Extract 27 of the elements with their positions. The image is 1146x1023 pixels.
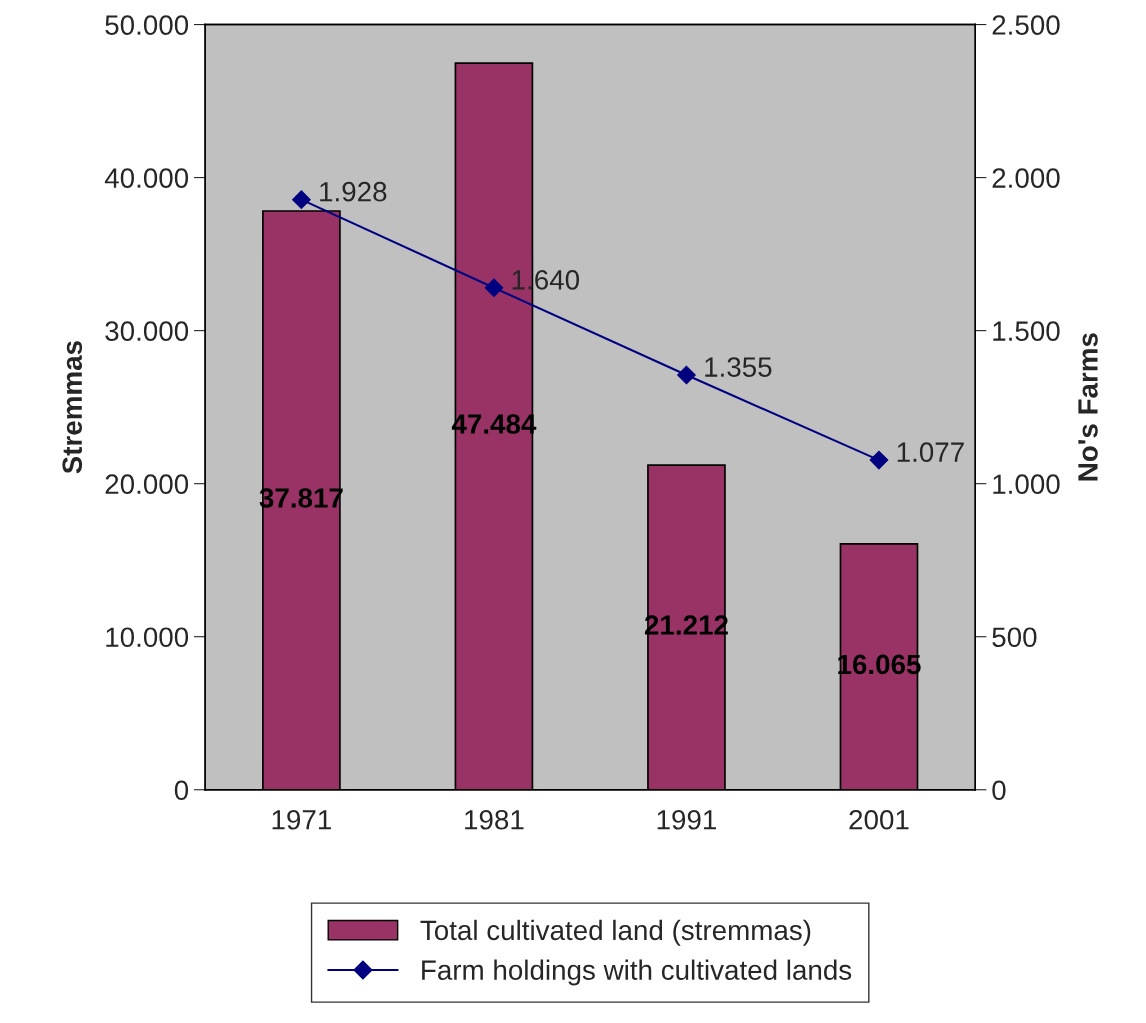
y2-tick-label: 2.500: [992, 15, 1060, 35]
data-label: 1.355: [705, 357, 772, 377]
y-tick-label: 20.000: [105, 474, 189, 495]
point: [484, 278, 504, 298]
point: [869, 450, 889, 470]
y-tick-label: 30.000: [105, 321, 189, 341]
point: [677, 365, 696, 385]
x-tick-label: 1971: [272, 809, 331, 830]
y2-tick-label: 1.500: [993, 321, 1060, 341]
data-label: 1.928: [320, 181, 387, 202]
y2-tick-label: 0: [992, 780, 1006, 801]
x-tick-label: 2001: [849, 809, 909, 830]
data-label: 1.077: [897, 442, 964, 463]
legend-label: Farm holdings with cultivated lands: [422, 959, 852, 986]
x-tick-label: 1981: [465, 809, 524, 830]
y2-tick-label: 1.000: [993, 474, 1060, 495]
legend-label: Total cultivated land (stremmas): [420, 919, 811, 946]
y-tick-label: 10.000: [106, 627, 189, 648]
y2-tick-label: 500: [992, 627, 1037, 648]
y2-axis-title: No's Farms: [1078, 333, 1098, 481]
y-tick-label: 40.000: [104, 168, 189, 188]
y2-tick-label: 2.000: [992, 168, 1060, 188]
y-tick-label: 50.000: [105, 15, 189, 35]
y-tick-label: 0: [174, 780, 189, 801]
point: [292, 190, 311, 209]
y-axis-title: Stremmas: [62, 341, 83, 474]
x-tick-label: 1991: [657, 809, 716, 830]
